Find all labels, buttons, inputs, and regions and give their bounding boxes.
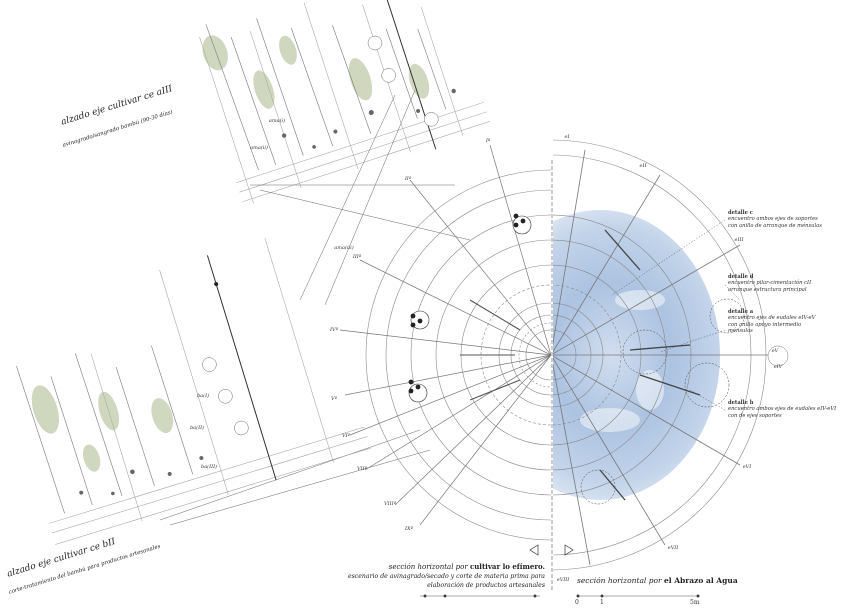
detail-leaders (611, 219, 741, 411)
scale-label-0: 0 (575, 599, 579, 606)
detail-b-title: detalle b (728, 400, 754, 406)
projection-lines (159, 89, 471, 526)
axis-label-right-7: eVII (667, 545, 679, 551)
axis-label-right-4: eIV (773, 364, 783, 370)
lower-tag-3: ba(III) (200, 464, 218, 470)
right-section-caption: sección horizontal por el Abrazo al Agua (577, 576, 738, 585)
detail-c-line1: encuentro ambos ejes de soportes (728, 216, 818, 223)
detail-c-line2: con anillo de arranque de ménsulas (728, 222, 822, 229)
scale-label-5m: 5m (690, 599, 700, 606)
left-arrow-icon (529, 544, 539, 556)
detail-d-title: detalle d (728, 274, 754, 280)
scale-bar (576, 594, 700, 598)
left-section (339, 144, 551, 541)
detail-a-line1: encuentro ejes de eudales eIV-eV (728, 315, 816, 322)
axis-label-left-1: Iª (485, 138, 491, 144)
detail-a-line2: con anillo apoyo intermedio (728, 321, 802, 328)
detail-d-line1: encuentro pilar-cimentación cII (728, 280, 812, 287)
axis-label-left-3: IIIª (352, 254, 362, 260)
scale-label-1: 1 (600, 599, 604, 606)
axis-label-right-3: eIII (734, 237, 744, 243)
detail-c-title: detalle c (728, 210, 753, 216)
axis-label-left-6: VIª (342, 433, 350, 439)
upper-tag-2: ama(ii) (250, 145, 268, 151)
right-caption-bold: el Abrazo al Agua (664, 576, 738, 585)
axis-label-right-5: eV (771, 348, 779, 354)
left-caption-line1: sección horizontal por cultivar lo efíme… (340, 562, 545, 572)
detail-d-line2: arranque estructura principal (728, 286, 807, 293)
detail-b-line1: encuentro ambos ejes de eudales eIV-eVI (728, 406, 837, 413)
upper-tag-1: ama(i) (268, 118, 286, 124)
left-caption-prefix: sección horizontal por (388, 563, 470, 571)
axis-label-right-8: eVIII (556, 577, 570, 583)
detail-a-title: detalle a (728, 309, 754, 315)
axis-label-right-2: eII (639, 163, 647, 169)
axis-label-left-8: VIIIª (384, 501, 396, 507)
axis-label-right-6: eVI (742, 464, 752, 470)
detail-b-line2: con de ejes soportes (728, 412, 782, 419)
detail-d: detalle d encuentro pilar-cimentación cI… (728, 274, 811, 293)
radial-axes (339, 144, 551, 526)
axis-label-left-7: VIIª (357, 466, 367, 472)
left-caption-line2: escenario de avinagrado/secado y corte d… (347, 573, 545, 580)
axis-label-left-2: IIª (404, 176, 412, 182)
axis-label-right-1: eI (564, 134, 570, 140)
right-caption-prefix: sección horizontal por (577, 576, 664, 585)
axis-label-left-9: IXª (405, 526, 413, 532)
upper-elevation (199, 0, 490, 204)
detail-c: detalle c encuentro ambos ejes de soport… (728, 210, 822, 229)
right-arrow-icon (564, 544, 574, 556)
detail-b: detalle b encuentro ambos ejes de eudale… (728, 400, 836, 419)
upper-tag-3: ama(iii) (334, 245, 354, 251)
axis-label-left-4: IVª (330, 327, 338, 333)
lower-tag-2: ba(II) (189, 425, 205, 431)
lower-elevation (16, 237, 371, 545)
caption-scale-left (420, 594, 540, 598)
lower-tag-1: ba(I) (196, 393, 210, 399)
axis-label-left-5: Vª (331, 396, 337, 402)
detail-a-line3: ménsulas (728, 328, 753, 335)
left-caption-line3: elaboración de productos artesanales (427, 582, 545, 589)
detail-a: detalle a encuentro ejes de eudales eIV-… (728, 309, 815, 335)
right-section (553, 139, 789, 571)
left-caption-bold: cultivar lo efímero. (469, 562, 545, 571)
left-section-caption: sección horizontal por cultivar lo efíme… (340, 562, 545, 590)
